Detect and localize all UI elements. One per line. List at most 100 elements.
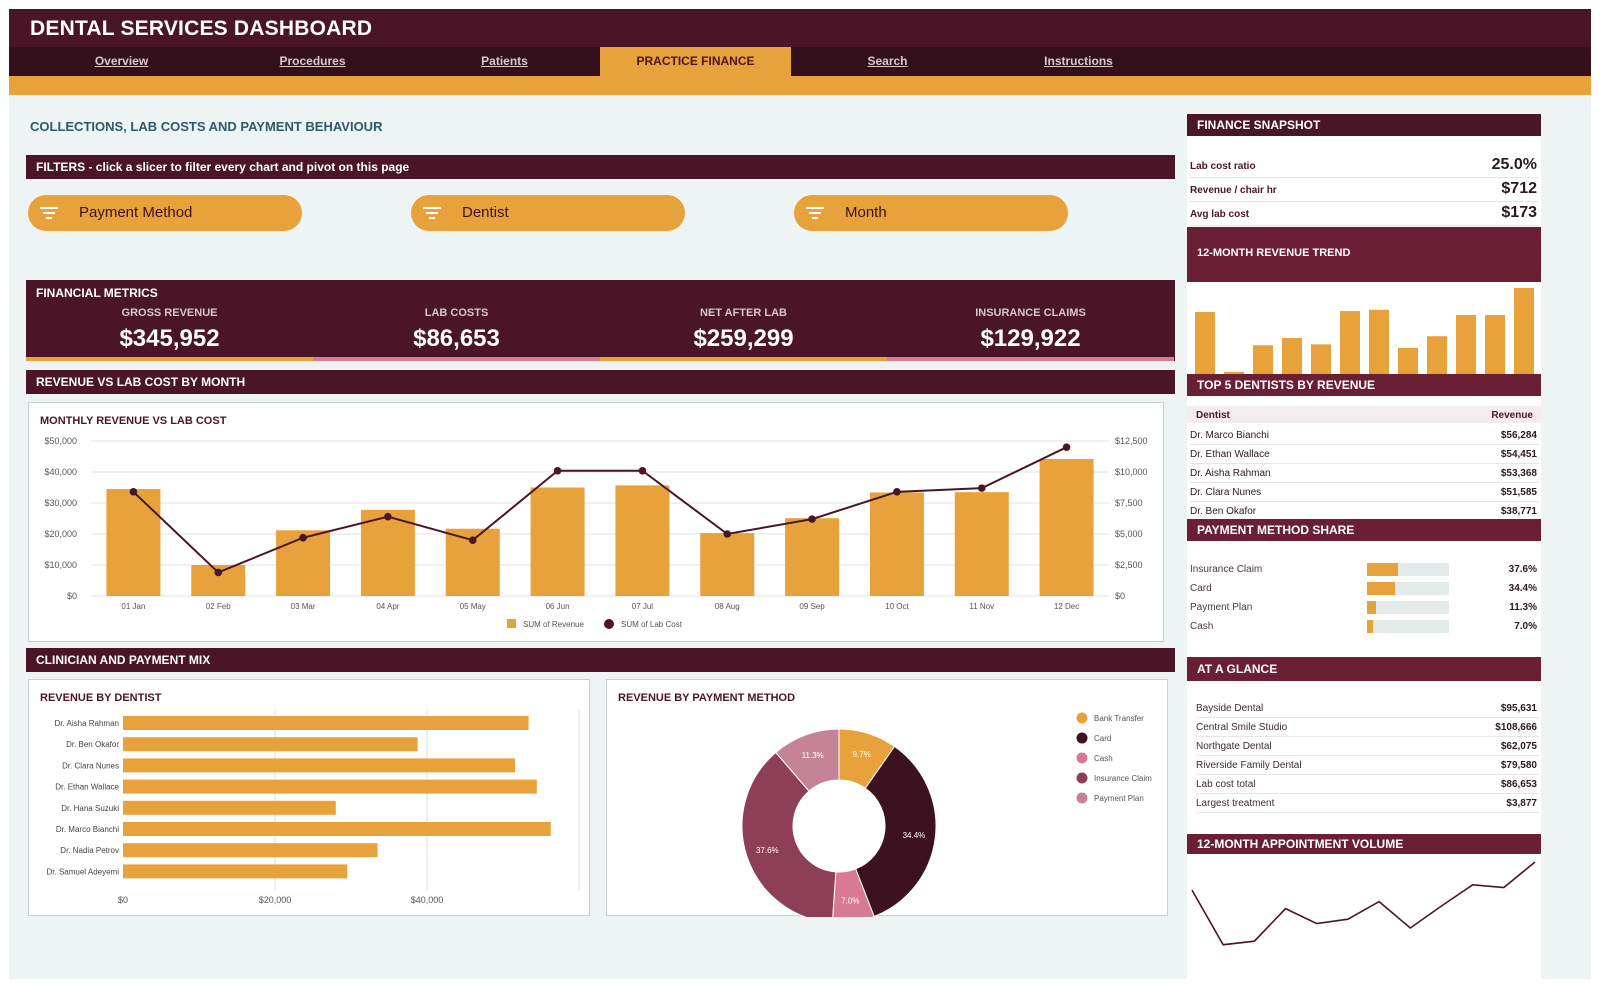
- filters-header: FILTERS - click a slicer to filter every…: [26, 155, 1175, 179]
- kpi-label: NET AFTER LAB: [700, 307, 787, 319]
- lab-cost-point: [893, 488, 901, 496]
- appointment-volume-chart: [1191, 861, 1536, 946]
- table-row: Dr. Clara Nunes $51,585: [1190, 483, 1539, 502]
- slicer-payment-method[interactable]: Payment Method: [28, 195, 302, 231]
- payment-label: Card: [1190, 583, 1212, 594]
- x-tick: 04 Apr: [376, 602, 399, 611]
- share-bar-fill: [1367, 601, 1377, 614]
- top-dentists-columns: Dentist Revenue: [1187, 406, 1541, 423]
- kpi-underline: [26, 357, 313, 361]
- kpi-value: $259,299: [693, 325, 794, 352]
- trend-bar: [1253, 345, 1273, 374]
- x-tick: 01 Jan: [121, 602, 145, 611]
- revenue-bar: [954, 492, 1009, 596]
- dentist-revenue-bar: [123, 758, 516, 773]
- y-right-tick: $12,500: [1115, 436, 1148, 446]
- payment-share-header: PAYMENT METHOD SHARE: [1187, 519, 1541, 541]
- trend-bar: [1340, 311, 1360, 374]
- revenue-by-payment-chart: 9.7% 34.4% 7.0% 37.6% 11.3% Bank Transfer Card…: [741, 712, 1152, 917]
- appointment-line: [1191, 861, 1536, 946]
- kpi-label: GROSS REVENUE: [121, 307, 218, 319]
- kpi-value: $345,952: [119, 325, 220, 352]
- legend-label: Cash: [1094, 754, 1113, 763]
- dentist-revenue-bar: [123, 716, 529, 730]
- tab-procedures[interactable]: Procedures: [279, 54, 346, 68]
- slicer-label: Month: [845, 204, 887, 221]
- finance-sidebar: FINANCE SNAPSHOT Lab cost ratio 25.0% Re…: [1187, 114, 1541, 979]
- kpi-net-after-lab: NET AFTER LAB $259,299: [600, 307, 887, 353]
- trend-bar: [1485, 314, 1505, 374]
- dentist-name: Dr. Ben Okafor: [1190, 506, 1257, 517]
- tab-instructions[interactable]: Instructions: [1044, 54, 1113, 68]
- y-left-tick: $10,000: [44, 560, 77, 570]
- kpi-gross-revenue: GROSS REVENUE $345,952: [26, 307, 313, 353]
- filter-icon: [423, 207, 441, 219]
- panel-title: REVENUE BY PAYMENT METHOD: [618, 692, 796, 704]
- x-tick: 09 Sep: [799, 602, 825, 611]
- share-bar-fill: [1367, 620, 1373, 633]
- table-row: Dr. Aisha Rahman $53,368: [1190, 464, 1539, 483]
- tab-practice-finance[interactable]: PRACTICE FINANCE: [600, 47, 791, 76]
- revenue-bar: [615, 485, 670, 596]
- lab-cost-point: [638, 466, 647, 475]
- table-row: Dr. Marco Bianchi $56,284: [1190, 426, 1539, 445]
- donut-slice: [775, 728, 840, 792]
- snapshot-value: 25.0%: [1491, 156, 1537, 173]
- col-revenue: Revenue: [1491, 410, 1533, 421]
- x-tick: $0: [118, 895, 128, 905]
- dentist-revenue-bar: [123, 779, 537, 794]
- share-bar-track: [1367, 582, 1449, 595]
- panel-title: MONTHLY REVENUE VS LAB COST: [40, 415, 227, 427]
- revenue-bar: [106, 489, 161, 596]
- glance-label: Largest treatment: [1196, 798, 1275, 809]
- glance-value: $86,653: [1500, 779, 1537, 790]
- x-tick: 07 Jul: [632, 602, 654, 611]
- revenue-bar: [530, 487, 585, 596]
- lab-cost-point: [299, 533, 307, 542]
- dentist-revenue-bar: [123, 737, 418, 752]
- slicer-month[interactable]: Month: [794, 195, 1068, 231]
- y-left-tick: $0: [67, 591, 77, 601]
- y-left-tick: $40,000: [44, 467, 77, 477]
- share-bar-track: [1367, 601, 1449, 614]
- tab-search[interactable]: Search: [867, 54, 908, 68]
- table-row: Dr. Ethan Wallace $54,451: [1190, 445, 1539, 464]
- dentist-axis-label: Dr. Aisha Rahman: [55, 719, 119, 728]
- snapshot-label: Lab cost ratio: [1190, 161, 1256, 172]
- revenue-bar: [785, 518, 840, 596]
- y-right-tick: $5,000: [1115, 529, 1143, 539]
- col-dentist: Dentist: [1196, 410, 1230, 421]
- tab-patients[interactable]: Patients: [481, 54, 528, 68]
- revenue-by-dentist-chart: Dr. Aisha Rahman Dr. Ben Okafor Dr. Clara …: [47, 710, 580, 905]
- glance-label: Bayside Dental: [1196, 703, 1264, 714]
- dentist-revenue-bar: [123, 822, 551, 836]
- y-right-tick: $7,500: [1115, 498, 1143, 508]
- dentist-name: Dr. Marco Bianchi: [1190, 430, 1269, 441]
- lab-cost-point: [214, 568, 223, 577]
- dentist-name: Dr. Clara Nunes: [1190, 487, 1262, 498]
- payment-share-value: 34.4%: [1508, 583, 1537, 594]
- dentist-chart-panel: REVENUE BY DENTIST Dr. Aisha Rahman Dr. B…: [28, 679, 590, 916]
- slicer-dentist[interactable]: Dentist: [411, 195, 685, 231]
- lab-cost-line: [132, 446, 1068, 574]
- payment-share-row: Insurance Claim 37.6%: [1190, 560, 1539, 579]
- snapshot-label: Avg lab cost: [1190, 209, 1250, 220]
- lab-cost-point: [129, 488, 138, 496]
- revenue-bar: [869, 492, 924, 596]
- revenue-trend-header: [1187, 227, 1541, 282]
- donut-slice: [855, 745, 937, 917]
- kpi-lab-costs: LAB COSTS $86,653: [313, 307, 600, 353]
- trend-bar: [1456, 314, 1476, 374]
- glance-value: $3,877: [1506, 798, 1537, 809]
- revenue-trend-title: 12-MONTH REVENUE TREND: [1197, 247, 1351, 259]
- tab-overview[interactable]: Overview: [94, 54, 149, 68]
- x-tick: 08 Aug: [715, 602, 740, 611]
- share-bar-track: [1367, 620, 1449, 633]
- kpi-underline: [887, 357, 1174, 361]
- lab-cost-point: [468, 536, 477, 544]
- trend-bar: [1398, 347, 1418, 374]
- dentist-axis-label: Dr. Ethan Wallace: [55, 783, 119, 792]
- kpi-underline: [313, 357, 600, 361]
- monthly-chart-panel: MONTHLY REVENUE VS LAB COST $0 $10,000 $20…: [28, 402, 1164, 642]
- x-tick: $40,000: [411, 895, 444, 905]
